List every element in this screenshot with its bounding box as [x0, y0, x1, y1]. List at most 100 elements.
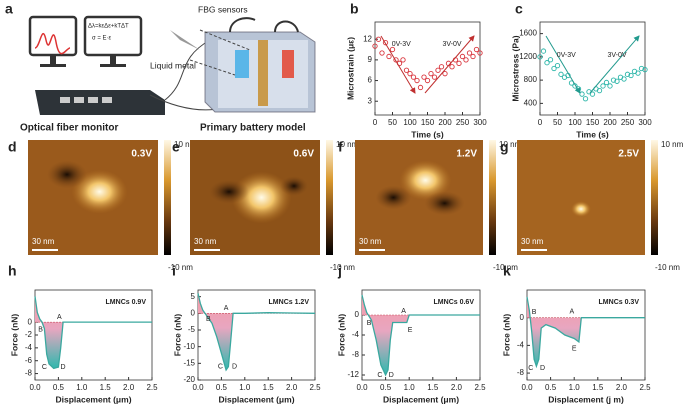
panel-label: h [8, 263, 17, 279]
x-tick-label: 50 [388, 118, 397, 127]
panel-label: b [350, 1, 359, 17]
data-point [635, 70, 641, 76]
data-point [400, 57, 406, 63]
y-tick-label: 3 [368, 96, 373, 105]
label: Optical fiber monitor [20, 123, 118, 134]
annotation: 3V-0V [442, 41, 461, 48]
y-tick-label: -10 [183, 342, 195, 351]
data-point [449, 64, 455, 70]
annotation: LMNCs 0.9V [106, 299, 147, 306]
data-point [466, 50, 473, 56]
x-axis-label: Displacement (μm) [55, 394, 131, 404]
x-tick-label: 2.5 [146, 383, 158, 392]
x-tick-label: 0.5 [216, 383, 228, 392]
data-point [624, 71, 631, 77]
colorbar-max: 10 nm [499, 140, 522, 149]
y-tick-label: -2 [25, 330, 33, 339]
voltage-label: 2.5V [618, 149, 639, 160]
y-axis-label: Force (nN) [172, 314, 182, 357]
annotation: LMNCs 0.3V [599, 299, 640, 306]
x-tick-label: 100 [403, 118, 417, 127]
y-tick-label: -4 [517, 340, 525, 349]
y-tick-label: 0 [28, 317, 33, 326]
data-point [470, 53, 476, 60]
data-point [596, 87, 603, 94]
point-label: B [367, 320, 372, 327]
force-curve [526, 296, 645, 369]
panel-label: f [338, 139, 343, 155]
y-tick-label: 0 [355, 310, 360, 319]
panel-label: d [8, 139, 17, 155]
data-point [431, 74, 438, 80]
x-tick-label: 2.0 [286, 383, 298, 392]
y-axis-label: Force (nN) [501, 314, 511, 357]
x-tick-label: 150 [586, 118, 600, 127]
trend-arrow [424, 35, 475, 94]
point-label: C [42, 364, 47, 371]
scale-bar-label: 30 nm [32, 237, 55, 246]
data-point [403, 67, 410, 73]
panel-label: g [500, 139, 509, 155]
x-tick-label: 150 [421, 118, 435, 127]
label: Liquid metal [150, 60, 196, 70]
y-tick-label: 1200 [519, 52, 537, 61]
label: FBG sensors [198, 4, 248, 14]
colorbar [326, 140, 333, 255]
panels: a b c d e f g h i j k Δλ=kεΔε+kTΔT σ = E·ε FBG sensor… [5, 1, 684, 405]
x-axis-label: Displacement (μm) [383, 394, 459, 404]
label: Primary battery model [200, 123, 306, 134]
y-axis-label: Microstrain (με) [345, 37, 355, 100]
afm-feature [209, 179, 249, 204]
x-tick-label: 2.0 [451, 383, 463, 392]
data-point [435, 67, 441, 73]
scale-bar-label: 30 nm [359, 237, 382, 246]
trend-arrow [380, 35, 416, 94]
data-point [473, 46, 480, 53]
x-tick-label: 250 [621, 118, 635, 127]
afm-feature [231, 171, 292, 224]
y-tick-label: -8 [352, 350, 360, 359]
afm-feature [375, 185, 412, 210]
annotation: LMNCs 0.6V [434, 299, 475, 306]
x-tick-label: 100 [568, 118, 582, 127]
data-point [589, 91, 596, 97]
colorbar-max: 10 nm [336, 140, 359, 149]
x-tick-label: 2.0 [616, 383, 628, 392]
y-tick-label: 12 [363, 34, 372, 43]
data-point [428, 71, 434, 77]
x-tick-label: 1.5 [100, 383, 112, 392]
data-point [375, 36, 382, 42]
x-tick-label: 2.0 [123, 383, 135, 392]
point-label: D [389, 372, 394, 379]
data-point [603, 79, 610, 86]
point-label: C [528, 365, 533, 372]
y-axis-label: Force (nN) [9, 314, 19, 357]
y-tick-label: 5 [191, 292, 196, 301]
force-curve [197, 293, 316, 372]
data-point [551, 65, 557, 72]
data-point [372, 43, 378, 49]
data-point [582, 96, 589, 102]
y-tick-label: 1600 [519, 29, 537, 38]
colorbar [489, 140, 496, 255]
plot-frame [539, 21, 646, 116]
scale-bar-label: 30 nm [194, 237, 217, 246]
data-point [614, 78, 620, 84]
y-tick-label: -6 [25, 356, 33, 365]
data-point [558, 71, 564, 77]
colorbar [164, 140, 171, 255]
x-tick-label: 0.5 [380, 383, 392, 392]
x-axis-label: Time (s) [576, 129, 609, 139]
y-tick-label: 0 [191, 308, 196, 317]
data-point [459, 53, 466, 60]
data-point [386, 53, 392, 60]
trend-arrow [589, 35, 640, 94]
data-point [410, 74, 417, 80]
colorbar-min: -10 nm [330, 263, 355, 272]
data-point [554, 62, 561, 69]
y-tick-label: -12 [347, 370, 359, 379]
point-label: B [38, 327, 43, 334]
x-tick-label: 1.0 [239, 383, 251, 392]
point-label: C [377, 372, 382, 379]
x-tick-label: 250 [456, 118, 470, 127]
